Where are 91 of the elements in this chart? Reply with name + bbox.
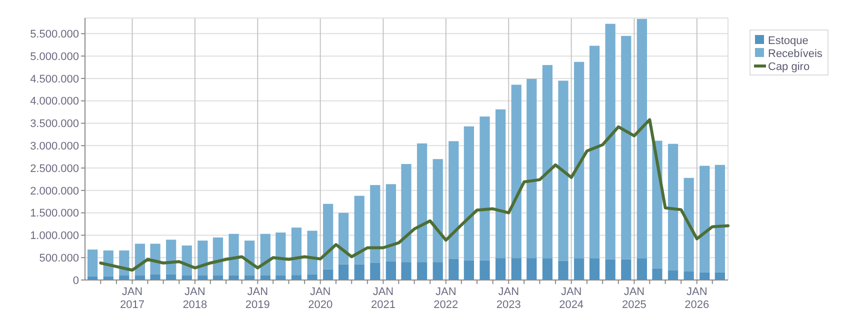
bar	[386, 261, 396, 280]
bar	[605, 24, 616, 260]
bar	[526, 258, 537, 280]
bar	[386, 184, 396, 262]
bar	[166, 240, 176, 274]
x-tick-label: JAN 2021	[370, 286, 396, 311]
bar	[526, 78, 537, 258]
bar	[589, 46, 600, 259]
bar	[401, 262, 412, 280]
bar	[480, 260, 490, 280]
bar	[228, 234, 239, 276]
legend-label: Recebíveis	[768, 48, 823, 60]
bar	[621, 259, 632, 280]
bar	[307, 230, 318, 274]
y-tick-label: 0	[72, 274, 79, 287]
bar	[354, 264, 364, 280]
bar	[605, 259, 616, 280]
bar	[558, 260, 568, 280]
y-tick-label: 1.000.000	[30, 230, 79, 242]
y-tick-label: 500.000	[39, 252, 79, 264]
bar	[401, 164, 412, 262]
bar	[291, 275, 302, 280]
bar	[589, 258, 600, 280]
bar	[464, 260, 474, 280]
bar	[714, 164, 725, 272]
bar	[574, 62, 584, 259]
bar	[260, 234, 270, 276]
bar	[416, 143, 428, 262]
bar	[198, 240, 208, 276]
bar	[464, 126, 474, 260]
bar	[354, 196, 364, 264]
bar	[636, 18, 647, 259]
line-series	[99, 118, 730, 272]
bar	[416, 262, 428, 280]
bar	[307, 274, 318, 280]
y-tick-label: 2.000.000	[30, 185, 79, 198]
x-tick-label: JAN 2019	[245, 286, 270, 311]
y-tick-label: 5.500.000	[30, 28, 79, 41]
y-tick-label: 4.000.000	[30, 96, 79, 108]
x-tick-label: JAN 2025	[622, 286, 646, 311]
y-tick-label: 5.000.000	[30, 50, 79, 63]
bar	[714, 272, 725, 280]
x-tick-label: JAN 2022	[434, 286, 458, 311]
legend-label: Estoque	[768, 34, 808, 47]
bar	[432, 159, 443, 262]
bar	[480, 116, 490, 260]
bar	[228, 276, 239, 280]
bar	[448, 141, 459, 259]
bar	[700, 166, 710, 272]
y-tick-label: 3.500.000	[30, 118, 79, 130]
bar	[338, 264, 349, 280]
bar	[323, 204, 334, 270]
bar	[684, 271, 694, 280]
bar	[542, 258, 553, 280]
bar	[574, 258, 584, 280]
x-tick-label: JAN 2017	[120, 286, 144, 311]
bar	[370, 262, 380, 280]
x-tick-label: JAN 2020	[308, 286, 333, 311]
y-tick-label: 4.500.000	[30, 73, 79, 86]
bar	[668, 270, 678, 280]
bar	[621, 36, 632, 260]
x-tick-label: JAN 2018	[182, 286, 208, 311]
bar	[276, 232, 286, 276]
bar	[511, 84, 522, 258]
bar	[636, 258, 647, 280]
x-tick-label: JAN 2024	[559, 286, 584, 311]
bar	[652, 268, 662, 280]
y-tick-label: 1.500.000	[30, 208, 79, 220]
bar	[668, 144, 678, 270]
bar	[432, 262, 443, 280]
bar	[495, 109, 506, 258]
bar	[684, 178, 694, 272]
y-tick-label: 2.500.000	[30, 162, 79, 175]
bar	[370, 185, 380, 263]
bar	[150, 274, 160, 280]
x-tick-label: JAN 2023	[496, 286, 521, 311]
bar	[88, 250, 98, 276]
bar	[291, 228, 302, 276]
y-tick-label: 3.000.000	[30, 140, 79, 152]
x-tick-label: JAN 2026	[684, 286, 710, 311]
bar	[166, 274, 176, 280]
bar	[323, 269, 334, 280]
bar	[338, 212, 349, 264]
bar	[700, 272, 710, 280]
bar	[511, 258, 522, 280]
bar	[448, 258, 459, 280]
bar	[542, 65, 553, 259]
legend-label: Cap giro	[768, 60, 810, 73]
bar	[212, 237, 224, 276]
bar	[495, 258, 506, 280]
bar	[558, 80, 568, 261]
